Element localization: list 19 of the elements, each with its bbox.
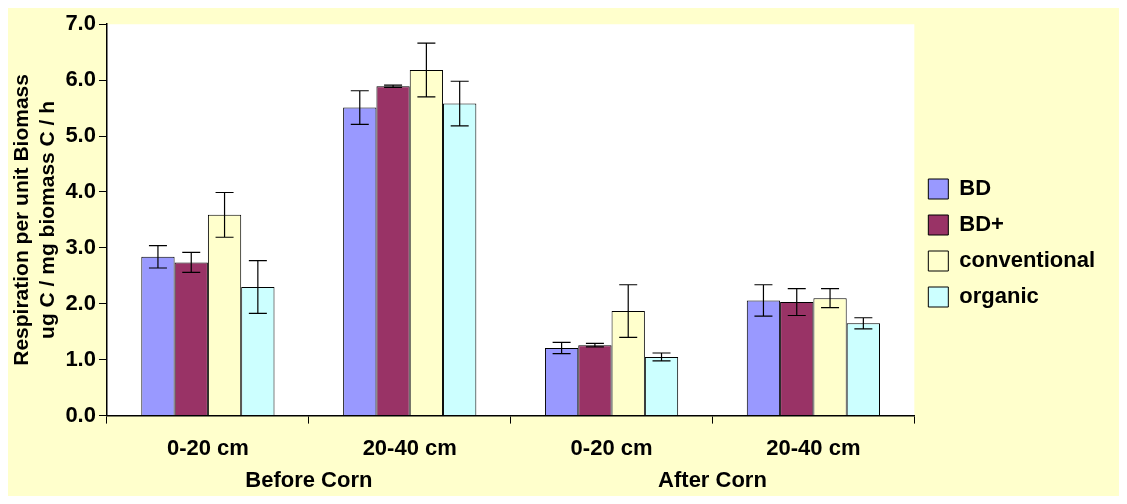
y-tick-label: 7.0 xyxy=(65,10,96,36)
legend-label: organic xyxy=(959,283,1039,309)
y-tick-label: 2.0 xyxy=(65,289,96,315)
y-axis-title: Respiration per unit Biomass ug C / mg biomass C / h xyxy=(9,74,58,366)
text: After Corn xyxy=(658,467,767,493)
legend-label: BD+ xyxy=(959,211,1004,237)
x-tick-label: 0-20 cm xyxy=(166,434,249,460)
x-tick-label: 20-40 cm xyxy=(362,434,457,460)
y-tick-label: 1.0 xyxy=(65,345,96,371)
x-tick-label: 20-40 cm xyxy=(766,434,861,460)
x-tick-label: 0-20 cm xyxy=(570,434,653,460)
text: Before Corn xyxy=(245,467,373,493)
y-tick-label: 5.0 xyxy=(65,122,96,148)
legend-label: conventional xyxy=(959,247,1095,273)
y-tick-label: 0.0 xyxy=(65,401,96,427)
y-tick-label: 4.0 xyxy=(65,178,96,204)
y-tick-label: 3.0 xyxy=(65,233,96,259)
y-tick-label: 6.0 xyxy=(65,66,96,92)
legend-label: BD xyxy=(959,175,992,201)
